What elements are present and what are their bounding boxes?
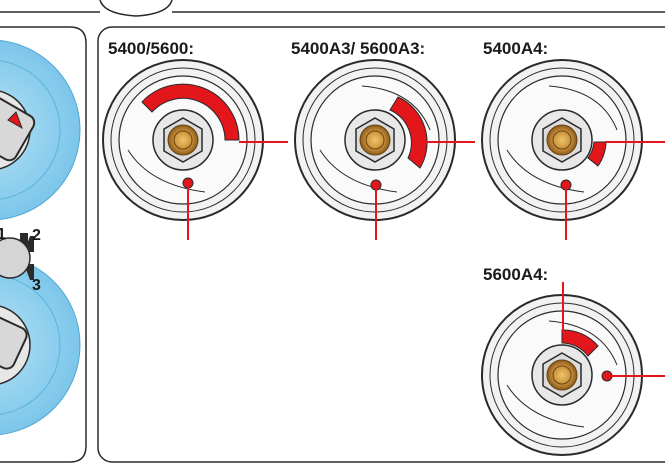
label-5400A3-5600A3: 5400A3/ 5600A3: [291,39,426,58]
valve-5400A3-5600A3 [294,59,475,240]
valve-5400A4 [481,59,665,240]
label-5400-5600: 5400/5600: [108,39,195,58]
valve-5400-5600 [102,59,288,240]
connector-number-3: 3 [32,277,41,294]
connector-number-2: 2 [32,227,41,244]
label-5600A4: 5600A4: [483,265,549,284]
connector-hub [0,233,34,280]
left-panel-frame [0,26,87,463]
top-circle-bottom [99,0,173,17]
label-5400A4: 5400A4: [483,39,549,58]
left-disc-top [0,40,81,220]
connector-number-1: 1 [0,226,6,243]
right-panel-frame [97,26,665,463]
valve-5600A4 [481,282,665,456]
left-disc-bottom [0,255,81,435]
